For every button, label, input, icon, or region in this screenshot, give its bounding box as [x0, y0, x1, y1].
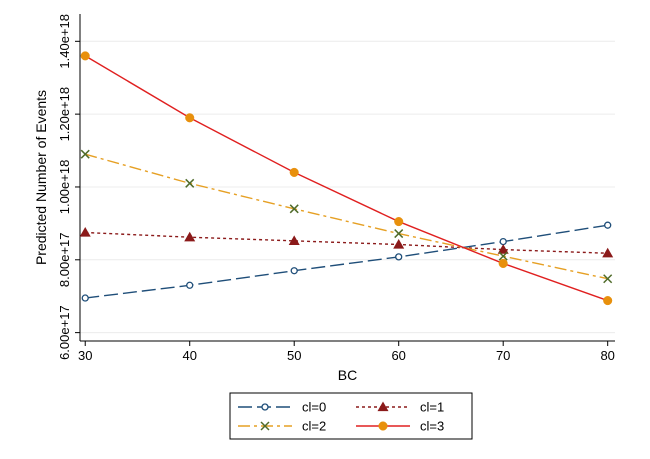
series-line-1 — [85, 231, 608, 254]
legend-item-0: cl=0 — [238, 400, 326, 415]
series-1 — [79, 226, 614, 258]
series-line-0 — [85, 224, 608, 299]
y-tick-label-4: 1.40e+18 — [57, 14, 72, 69]
series-3-point-0 — [80, 51, 90, 61]
series-3-point-3 — [394, 217, 404, 227]
legend-item-3: cl=3 — [356, 419, 444, 434]
series-0-point-5 — [604, 221, 612, 229]
legend-marker-3 — [378, 421, 388, 431]
series-line-2 — [85, 153, 608, 280]
series-2-point-5 — [603, 274, 613, 284]
series-layer — [79, 51, 614, 306]
series-1-point-0 — [79, 226, 91, 237]
series-0-point-4 — [499, 237, 507, 246]
y-tick-label-3: 1.20e+18 — [57, 87, 72, 142]
x-tick-label-4: 70 — [496, 348, 510, 363]
legend-label-1: cl=1 — [420, 400, 444, 415]
grid-lines — [80, 40, 615, 334]
series-0-point-1 — [186, 281, 194, 289]
series-2-point-1 — [185, 178, 195, 188]
series-2-point-2 — [289, 204, 299, 214]
series-1-point-2 — [288, 235, 300, 245]
y-axis-title: Predicted Number of Events — [33, 90, 49, 265]
series-line-3 — [84, 55, 608, 302]
axes: 6.00e+17 8.00e+17 1.00e+18 1.20e+18 1.40e+18… — [57, 14, 615, 363]
x-tick-label-0: 30 — [78, 348, 92, 363]
series-2-point-0 — [80, 149, 90, 159]
series-1-point-5 — [602, 247, 614, 258]
x-tick-label-5: 80 — [600, 348, 614, 363]
x-tick-label-1: 40 — [182, 348, 196, 363]
legend-item-2: cl=2 — [238, 419, 326, 434]
series-0-point-0 — [81, 294, 89, 302]
series-3-point-4 — [498, 258, 508, 268]
series-3 — [80, 51, 613, 306]
legend-marker-2 — [260, 421, 270, 431]
series-2 — [80, 149, 613, 284]
legend: cl=0 cl=1 cl=2 cl=3 — [229, 392, 473, 440]
series-1-point-4 — [497, 244, 509, 254]
y-tick-label-2: 1.00e+18 — [57, 160, 72, 215]
series-0-point-3 — [395, 253, 403, 261]
series-2-point-3 — [394, 229, 404, 239]
legend-label-3: cl=3 — [420, 419, 444, 434]
y-tick-label-0: 6.00e+17 — [57, 305, 72, 360]
legend-marker-0 — [261, 403, 269, 411]
legend-label-0: cl=0 — [302, 400, 326, 415]
series-0 — [81, 221, 612, 302]
series-1-point-1 — [184, 231, 196, 242]
series-3-point-5 — [603, 296, 613, 306]
x-tick-label-2: 50 — [287, 348, 301, 363]
series-0-point-2 — [290, 267, 298, 275]
series-3-point-1 — [185, 113, 195, 123]
x-tick-label-3: 60 — [391, 348, 405, 363]
legend-item-1: cl=1 — [356, 400, 444, 415]
x-axis-title: BC — [338, 367, 357, 383]
legend-box — [229, 392, 473, 440]
series-3-point-2 — [289, 167, 299, 177]
series-2-point-4 — [498, 251, 508, 261]
y-tick-label-1: 8.00e+17 — [57, 232, 72, 287]
legend-label-2: cl=2 — [302, 419, 326, 434]
legend-marker-1 — [377, 401, 389, 412]
series-1-point-3 — [393, 239, 405, 249]
